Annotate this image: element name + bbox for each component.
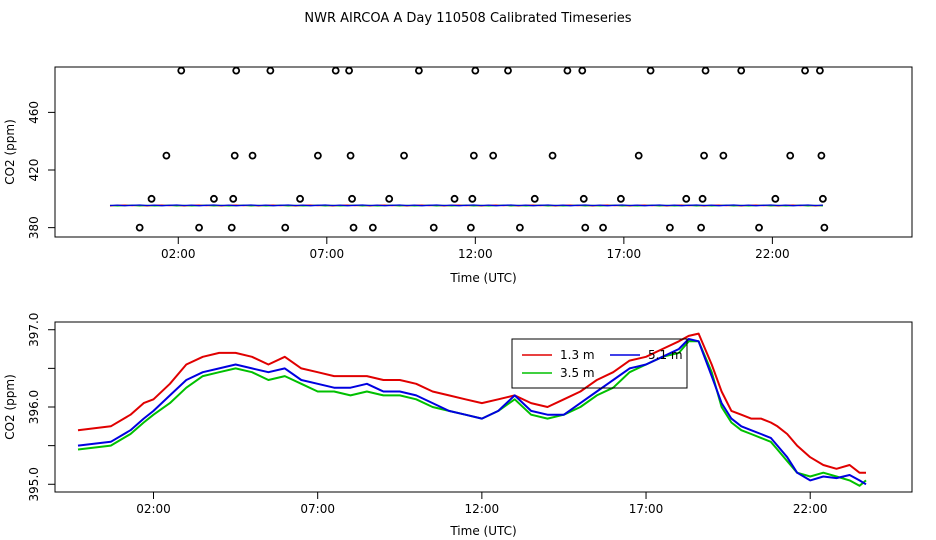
data-point	[471, 66, 480, 75]
bottom-panel: 02:00 07:00 12:00 17:00 22:00 395.0 396.0 397.0…	[3, 313, 913, 538]
chart-title: NWR AIRCOA A Day 110508 Calibrated Times…	[304, 11, 631, 26]
x-tick-label: 17:00	[629, 502, 664, 516]
x-tick-label: 02:00	[161, 247, 196, 261]
data-point	[230, 151, 239, 160]
data-point	[195, 223, 203, 232]
data-point	[755, 223, 763, 232]
data-point	[697, 223, 705, 232]
data-point	[563, 66, 572, 75]
x-axis-label: Time (UTC)	[449, 271, 516, 285]
data-point	[162, 151, 171, 160]
plot-frame	[54, 66, 913, 238]
x-tick-label: 17:00	[607, 247, 642, 261]
data-point	[666, 223, 674, 232]
data-point	[737, 66, 746, 75]
series-line-3-5-m	[77, 340, 867, 487]
y-tick-label: 420	[27, 159, 41, 182]
x-tick-label: 07:00	[310, 247, 345, 261]
x-tick-label: 02:00	[136, 502, 171, 516]
top-panel: 02:00 07:00 12:00 17:00 22:00 380 420 460 Time (…	[3, 66, 913, 285]
data-point	[801, 66, 809, 75]
y-tick-label: 395.0	[27, 467, 41, 501]
y-tick-label: 380	[27, 216, 41, 239]
data-point	[818, 194, 827, 203]
data-point	[820, 223, 829, 232]
data-point	[331, 66, 340, 75]
x-axis-label: Time (UTC)	[449, 524, 516, 538]
data-point	[771, 194, 780, 203]
y-axis-label: CO2 (ppm)	[3, 119, 17, 185]
series-line-5-1-m	[109, 204, 823, 207]
data-point	[548, 151, 557, 160]
data-point	[414, 66, 423, 75]
x-tick-label: 12:00	[465, 502, 500, 516]
plot-frame	[54, 321, 913, 493]
y-axis-label: CO2 (ppm)	[3, 374, 17, 440]
data-point	[229, 194, 238, 203]
series-line-5-1-m	[77, 338, 867, 486]
data-point	[469, 151, 478, 160]
data-point	[400, 151, 408, 160]
y-tick-label: 396.0	[27, 390, 41, 424]
legend-label: 3.5 m	[560, 366, 595, 380]
data-point	[177, 66, 186, 75]
legend-label: 5.1 m	[648, 348, 683, 362]
data-point	[232, 66, 241, 75]
data-point	[599, 223, 607, 232]
x-tick-label: 22:00	[793, 502, 828, 516]
data-point	[579, 194, 588, 203]
data-point	[385, 194, 394, 203]
data-point	[450, 194, 459, 203]
data-point	[581, 223, 590, 232]
data-point	[701, 66, 710, 75]
data-point	[468, 194, 477, 203]
legend-frame	[511, 338, 688, 389]
data-point	[135, 223, 144, 232]
legend: 1.3 m 5.1 m 3.5 m	[511, 338, 688, 389]
data-point	[296, 194, 304, 203]
data-point	[313, 151, 322, 160]
x-tick-label: 12:00	[458, 247, 493, 261]
x-tick-label: 07:00	[300, 502, 335, 516]
data-point	[646, 66, 655, 75]
data-point	[515, 223, 524, 232]
data-point	[682, 194, 691, 203]
data-point	[634, 151, 643, 160]
data-point	[817, 151, 826, 160]
data-point	[816, 66, 824, 75]
data-point	[700, 151, 708, 160]
legend-label: 1.3 m	[560, 348, 595, 362]
data-point	[698, 194, 707, 203]
x-tick-label: 22:00	[755, 247, 790, 261]
data-point	[281, 223, 290, 232]
data-point	[786, 151, 795, 160]
series-line-1-3-m	[77, 332, 866, 474]
data-point	[616, 194, 625, 203]
y-tick-label: 397.0	[27, 313, 41, 347]
data-point	[368, 223, 377, 232]
data-point	[345, 66, 353, 75]
data-point	[429, 223, 438, 232]
data-point	[578, 66, 587, 75]
data-point	[248, 151, 257, 160]
data-point	[489, 151, 498, 160]
data-point	[466, 223, 475, 232]
data-point	[530, 194, 539, 203]
data-point	[227, 223, 236, 232]
data-point	[147, 194, 156, 203]
y-tick-label: 460	[27, 101, 41, 124]
data-point	[346, 151, 355, 160]
data-point	[266, 66, 275, 75]
data-point	[210, 194, 218, 203]
data-point	[504, 66, 512, 75]
data-point	[349, 223, 358, 232]
data-point	[719, 151, 728, 160]
data-point	[348, 194, 356, 203]
